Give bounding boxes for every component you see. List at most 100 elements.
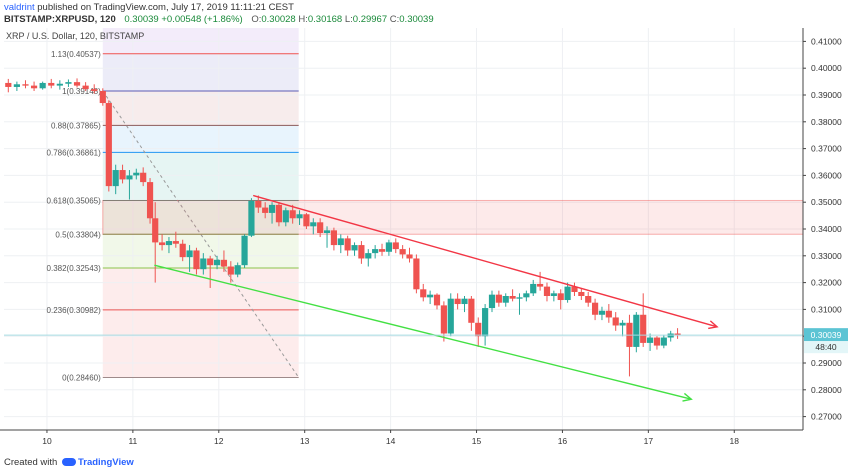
- candle-body: [454, 298, 461, 305]
- x-axis[interactable]: 10 11 12 13 14 15 16 17 18: [0, 429, 803, 446]
- candle-body: [392, 242, 399, 250]
- candle-body: [344, 238, 351, 251]
- fib-level-label: 0.5(0.33804): [55, 230, 101, 239]
- y-tick-label: 0.40000: [811, 63, 842, 73]
- fib-band: [102, 53, 299, 92]
- fib-level-label: 1.13(0.40537): [51, 50, 101, 59]
- candles: [5, 78, 681, 377]
- fib-level-label: 0(0.28460): [62, 373, 101, 382]
- candle-body: [433, 294, 441, 306]
- countdown-tag-text: 48:40: [815, 342, 837, 352]
- candle-body: [234, 265, 241, 275]
- candle-body: [578, 291, 585, 296]
- candle-body: [112, 170, 119, 187]
- x-tick-label: 17: [644, 436, 654, 446]
- resistance-zone-rect: [102, 199, 804, 235]
- tradingview-logo-icon: [61, 458, 76, 467]
- y-tick-label: 0.34000: [811, 224, 842, 234]
- candle-body: [619, 322, 626, 326]
- trend-channel[interactable]: [154, 194, 719, 402]
- fib-level-label: 0.618(0.35065): [47, 196, 102, 205]
- fib-trendline: [102, 90, 300, 378]
- high-value: 0.30168: [307, 14, 343, 25]
- candle-body: [255, 200, 262, 208]
- candle-body: [13, 84, 20, 87]
- fib-band: [102, 125, 299, 153]
- y-tick-label: 0.32000: [811, 278, 842, 288]
- candle-body: [585, 296, 592, 303]
- candle-body: [193, 250, 200, 270]
- last-price-value: 0.30039: [124, 14, 159, 25]
- y-tick-label: 0.29000: [811, 358, 842, 368]
- tradingview-brand[interactable]: TradingView: [77, 457, 134, 468]
- candle-body: [179, 243, 186, 258]
- y-tick-label: 0.27000: [811, 412, 842, 422]
- candle-body: [186, 250, 193, 258]
- candle-body: [275, 204, 283, 223]
- price-chart[interactable]: 1.13(0.40537) 1(0.39148) 0.88(0.37865) 0.78…: [0, 26, 850, 454]
- low-label: L:: [344, 14, 353, 25]
- y-tick-label: 0.31000: [811, 304, 842, 314]
- candle-body: [289, 210, 296, 219]
- candle-body: [126, 175, 133, 180]
- candle-body: [200, 258, 207, 270]
- y-tick-label: 0.35000: [811, 197, 842, 207]
- candle-body: [39, 82, 46, 89]
- x-tick-label: 16: [558, 436, 568, 446]
- candle-body: [165, 241, 173, 246]
- ohlc-legend: BITSTAMP:XRPUSD, 120 0.30039 +0.00548 (+…: [4, 14, 434, 25]
- author-name[interactable]: valdrint: [4, 2, 35, 13]
- candle-body: [323, 230, 331, 234]
- y-tick-label: 0.33000: [811, 251, 842, 261]
- candle-body: [207, 258, 214, 266]
- last-price-tag: [804, 328, 848, 342]
- candle-body: [56, 83, 63, 86]
- candle-body: [564, 286, 571, 301]
- candle-body: [591, 302, 599, 315]
- candle-body: [427, 294, 434, 298]
- open-value: 0.30028: [261, 14, 296, 25]
- countdown-tag: [804, 341, 848, 354]
- candle-body: [82, 85, 89, 90]
- y-tick-label: 0.37000: [811, 144, 842, 154]
- lower-channel-line: [154, 264, 692, 400]
- y-tick-label: 0.39000: [811, 90, 842, 100]
- y-tick-label: 0.38000: [811, 117, 842, 127]
- candle-body: [550, 293, 557, 296]
- upper-channel-line: [252, 194, 718, 328]
- candle-body: [140, 172, 147, 183]
- candle-body: [640, 314, 647, 343]
- candle-body: [612, 317, 619, 326]
- candle-body: [158, 242, 166, 246]
- fib-background: [102, 28, 299, 378]
- y-axis[interactable]: 0.41000 0.40000 0.39000 0.38000 0.37000 0.360…: [802, 28, 848, 430]
- change-value: +0.00548 (+1.86%): [161, 14, 243, 25]
- fib-level-label: 0.786(0.36861): [47, 148, 102, 157]
- candle-body: [133, 172, 140, 176]
- candle-body: [296, 214, 303, 219]
- high-label: H:: [298, 14, 308, 25]
- low-value: 0.29967: [352, 14, 388, 25]
- candle-body: [502, 296, 509, 303]
- x-tick-label: 18: [730, 436, 740, 446]
- candle-body: [30, 85, 38, 89]
- chart-title: XRP / U.S. Dollar, 120, BITSTAMP: [6, 31, 144, 41]
- candle-body: [119, 170, 126, 180]
- candle-body: [468, 298, 475, 323]
- fib-band: [102, 152, 299, 201]
- candle-body: [241, 235, 248, 266]
- fib-band: [102, 91, 299, 126]
- fib-retracement[interactable]: 1.13(0.40537) 1(0.39148) 0.88(0.37865) 0.78…: [47, 50, 300, 383]
- candle-body: [406, 254, 413, 259]
- candle-body: [22, 84, 29, 86]
- resistance-zone[interactable]: [102, 199, 804, 235]
- candle-body: [557, 293, 564, 301]
- created-with-text: Created with: [4, 457, 58, 468]
- last-price-tag-text: 0.30039: [811, 330, 842, 340]
- candle-body: [282, 210, 289, 223]
- close-label: C:: [389, 14, 400, 25]
- x-tick-label: 15: [472, 436, 482, 446]
- candle-body: [262, 207, 269, 213]
- y-tick-label: 0.36000: [811, 170, 842, 180]
- candle-body: [475, 322, 482, 337]
